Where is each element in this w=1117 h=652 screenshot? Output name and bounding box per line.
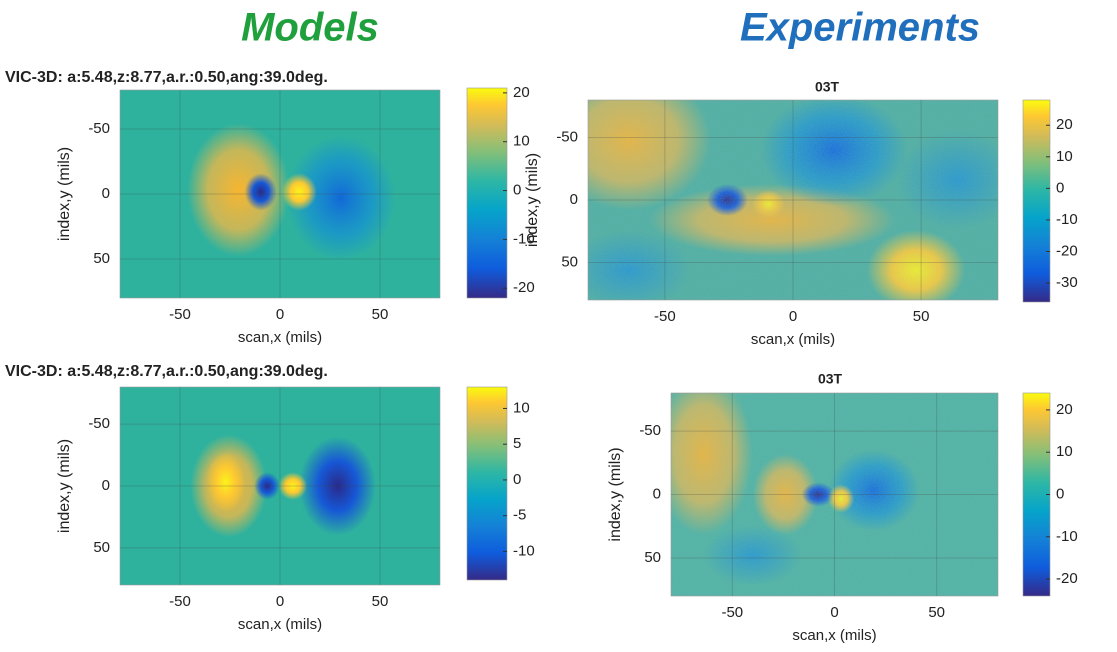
y-tick-label: 50 <box>561 253 578 270</box>
colorbar-tick-label: 20 <box>513 84 530 101</box>
y-axis-label: index,y (mils) <box>56 147 73 241</box>
colorbar-tick-label: -20 <box>1056 242 1078 259</box>
y-tick-label: 50 <box>93 250 110 267</box>
y-axis-label: index,y (mils) <box>524 153 541 247</box>
heading: Models <box>241 6 379 50</box>
y-tick-label: -50 <box>556 128 578 145</box>
y-tick-label: 0 <box>570 191 578 208</box>
chart-title: 03T <box>815 79 840 95</box>
x-axis-label: scan,x (mils) <box>751 331 835 348</box>
heading: Experiments <box>740 6 980 50</box>
x-tick-label: 0 <box>276 306 284 323</box>
colorbar-tick-label: 10 <box>513 133 530 150</box>
x-tick-label: -50 <box>169 593 191 610</box>
x-tick-label: -50 <box>654 308 676 325</box>
colorbar-tick-label: -30 <box>1056 274 1078 291</box>
heatmap-feature <box>245 173 277 210</box>
x-tick-label: 0 <box>789 308 797 325</box>
y-tick-label: -50 <box>639 422 661 439</box>
x-tick-label: -50 <box>721 604 743 621</box>
y-tick-label: 0 <box>102 477 110 494</box>
heatmap-feature <box>206 452 244 511</box>
colorbar <box>467 387 507 580</box>
x-axis-label: scan,x (mils) <box>792 627 876 644</box>
chart-title: VIC-3D: a:5.48,z:8.77,a.r.:0.50,ang:39.0… <box>5 363 328 380</box>
colorbar-tick-label: -10 <box>1056 528 1078 545</box>
colorbar <box>1023 100 1050 302</box>
x-axis-label: scan,x (mils) <box>238 329 322 346</box>
colorbar-tick-label: 10 <box>513 399 530 416</box>
chart-title: VIC-3D: a:5.48,z:8.77,a.r.:0.50,ang:39.0… <box>5 69 328 86</box>
x-tick-label: 0 <box>276 593 284 610</box>
colorbar-tick-label: 20 <box>1056 116 1073 133</box>
y-tick-label: -50 <box>88 415 110 432</box>
y-tick-label: 0 <box>102 185 110 202</box>
x-tick-label: 50 <box>372 306 389 323</box>
x-tick-label: 0 <box>830 604 838 621</box>
colorbar-tick-label: 0 <box>513 471 521 488</box>
x-tick-label: -50 <box>169 306 191 323</box>
colorbar-tick-label: 5 <box>513 435 521 452</box>
y-axis-label: index,y (mils) <box>607 447 624 541</box>
y-tick-label: -50 <box>88 120 110 137</box>
x-tick-label: 50 <box>928 604 945 621</box>
y-axis-label: index,y (mils) <box>56 439 73 533</box>
colorbar-tick-label: -10 <box>513 542 535 559</box>
y-tick-label: 50 <box>644 549 661 566</box>
colorbar-tick-label: 20 <box>1056 401 1073 418</box>
colorbar <box>1023 393 1050 596</box>
colorbar-tick-label: -20 <box>513 279 535 296</box>
y-tick-label: 0 <box>653 485 661 502</box>
x-tick-label: 50 <box>372 593 389 610</box>
colorbar <box>467 88 507 298</box>
x-axis-label: scan,x (mils) <box>238 616 322 633</box>
colorbar-tick-label: -10 <box>1056 211 1078 228</box>
figure: Models Experiments -50050-50050scan,x (m… <box>0 0 1117 647</box>
colorbar-tick-label: 0 <box>1056 485 1064 502</box>
colorbar-tick-label: 10 <box>1056 443 1073 460</box>
colorbar-tick-label: 0 <box>1056 179 1064 196</box>
colorbar-tick-label: -5 <box>513 507 526 524</box>
heatmap <box>547 70 1019 310</box>
colorbar-tick-label: 10 <box>1056 148 1073 165</box>
heatmap <box>655 373 998 596</box>
heatmap-feature <box>282 173 317 210</box>
y-tick-label: 50 <box>93 539 110 556</box>
chart-title: 03T <box>818 371 843 387</box>
colorbar-tick-label: 0 <box>513 182 521 199</box>
colorbar-tick-label: -20 <box>1056 570 1078 587</box>
x-tick-label: 50 <box>913 308 930 325</box>
